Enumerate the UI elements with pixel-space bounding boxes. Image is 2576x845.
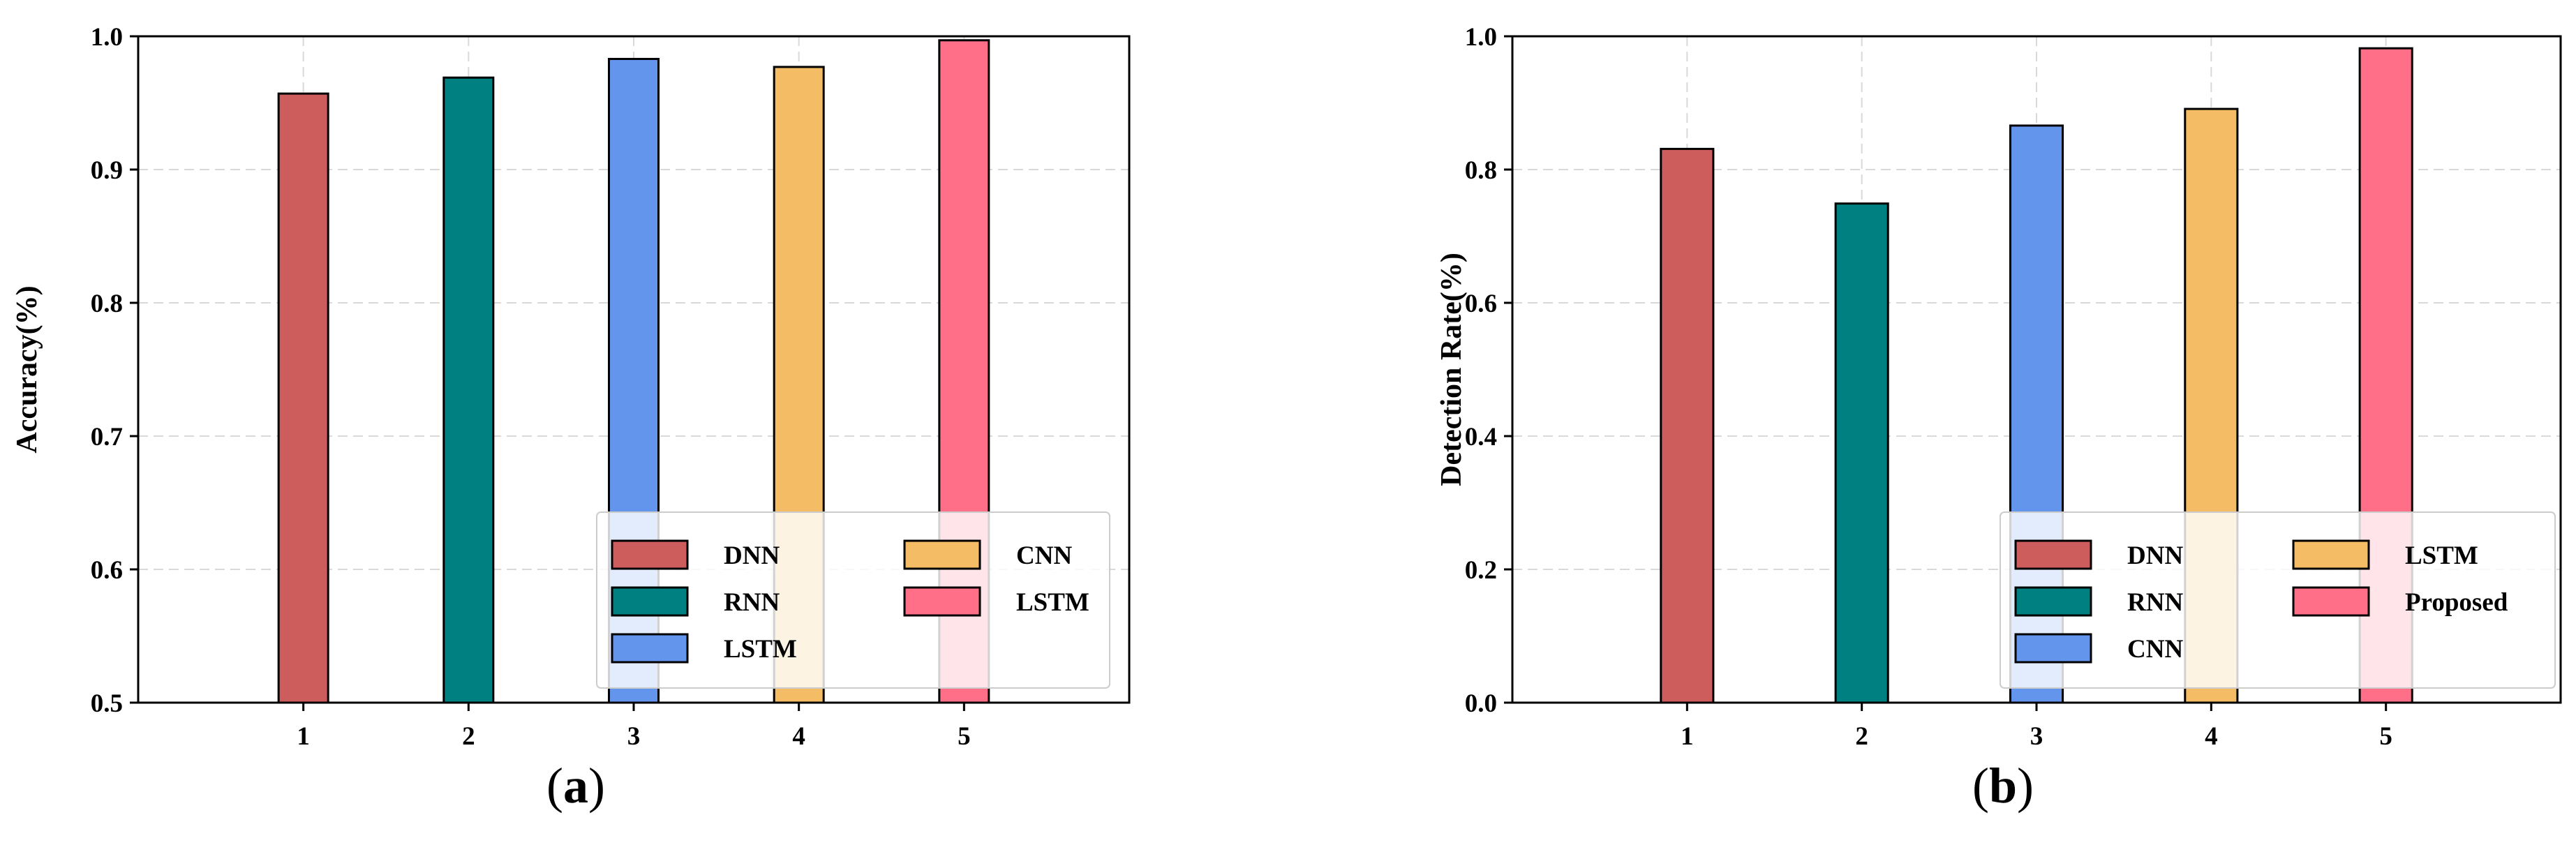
y-tick-label: 0.9 xyxy=(91,156,123,185)
legend-label: DNN xyxy=(724,541,780,570)
chart-panel-b: 0.0 0.2 0.4 0.6 0.8 1.0 1 2 3 4 5 Detection Rate(%)… xyxy=(1436,23,2562,814)
legend-label: Proposed xyxy=(2405,588,2508,617)
legend-swatch xyxy=(2014,539,2092,570)
legend-label: RNN xyxy=(2127,588,2183,617)
x-tick-label: 2 xyxy=(462,722,475,751)
y-tick-label: 0.7 xyxy=(91,423,123,451)
x-tick-label: 4 xyxy=(792,722,805,751)
legend-swatch xyxy=(903,539,981,570)
legend-label: DNN xyxy=(2127,541,2183,570)
y-tick-label: 0.6 xyxy=(1465,290,1497,318)
legend-box xyxy=(596,511,1110,689)
legend-swatch xyxy=(611,539,689,570)
x-axis: 1 2 3 4 5 xyxy=(297,703,971,751)
y-axis-label: Accuracy(%) xyxy=(11,285,43,453)
panel-letter: a xyxy=(563,758,588,814)
x-tick-label: 5 xyxy=(958,722,971,751)
x-axis: 1 2 3 4 5 xyxy=(1681,703,2392,751)
legend-label: RNN xyxy=(724,588,780,617)
legend-swatch xyxy=(903,586,981,617)
y-tick-label: 0.8 xyxy=(1465,156,1497,185)
legend-label: CNN xyxy=(1016,541,1072,570)
panel-letter: b xyxy=(1989,758,2017,814)
y-tick-label: 1.0 xyxy=(1465,23,1497,52)
y-tick-label: 0.6 xyxy=(91,556,123,585)
legend-swatch xyxy=(611,586,689,617)
legend-swatch xyxy=(2292,586,2370,617)
x-tick-label: 4 xyxy=(2205,722,2218,751)
panel-caption: (b) xyxy=(1972,758,2034,814)
bar-1 xyxy=(1660,147,1715,704)
x-tick-label: 1 xyxy=(1681,722,1694,751)
legend-label: LSTM xyxy=(2405,541,2478,570)
y-tick-label: 0.4 xyxy=(1465,423,1497,451)
y-tick-label: 0.2 xyxy=(1465,556,1497,585)
legend-swatch xyxy=(2014,586,2092,617)
legend-label: CNN xyxy=(2127,635,2183,664)
legend-label: LSTM xyxy=(724,635,797,664)
y-tick-label: 0.5 xyxy=(91,689,123,718)
legend: DNN RNN LSTM CNN LSTM xyxy=(596,511,1110,689)
bar-2 xyxy=(1834,202,1889,704)
legend-box xyxy=(2000,511,2556,689)
x-tick-label: 2 xyxy=(1855,722,1868,751)
bar-2 xyxy=(442,76,495,704)
x-tick-label: 3 xyxy=(2030,722,2043,751)
legend: DNN RNN CNN LSTM Proposed xyxy=(2000,511,2556,689)
y-tick-label: 0.8 xyxy=(91,290,123,318)
y-tick-label: 0.0 xyxy=(1465,689,1497,718)
legend-swatch xyxy=(2292,539,2370,570)
y-axis: 0.0 0.2 0.4 0.6 0.8 1.0 xyxy=(1465,23,1512,718)
bar-1 xyxy=(277,92,329,704)
x-tick-label: 1 xyxy=(297,722,310,751)
legend-swatch xyxy=(611,633,689,664)
chart-panel-a: 0.5 0.6 0.7 0.8 0.9 1.0 1 2 3 4 5 Accuracy(%) DNN RNN… xyxy=(11,23,1131,814)
y-axis-label: Detection Rate(%) xyxy=(1436,253,1468,486)
panel-caption: (a) xyxy=(546,758,605,814)
legend-label: LSTM xyxy=(1016,588,1089,617)
y-axis: 0.5 0.6 0.7 0.8 0.9 1.0 xyxy=(91,23,138,718)
legend-swatch xyxy=(2014,633,2092,664)
x-tick-label: 5 xyxy=(2379,722,2392,751)
y-tick-label: 1.0 xyxy=(91,23,123,52)
x-tick-label: 3 xyxy=(627,722,641,751)
